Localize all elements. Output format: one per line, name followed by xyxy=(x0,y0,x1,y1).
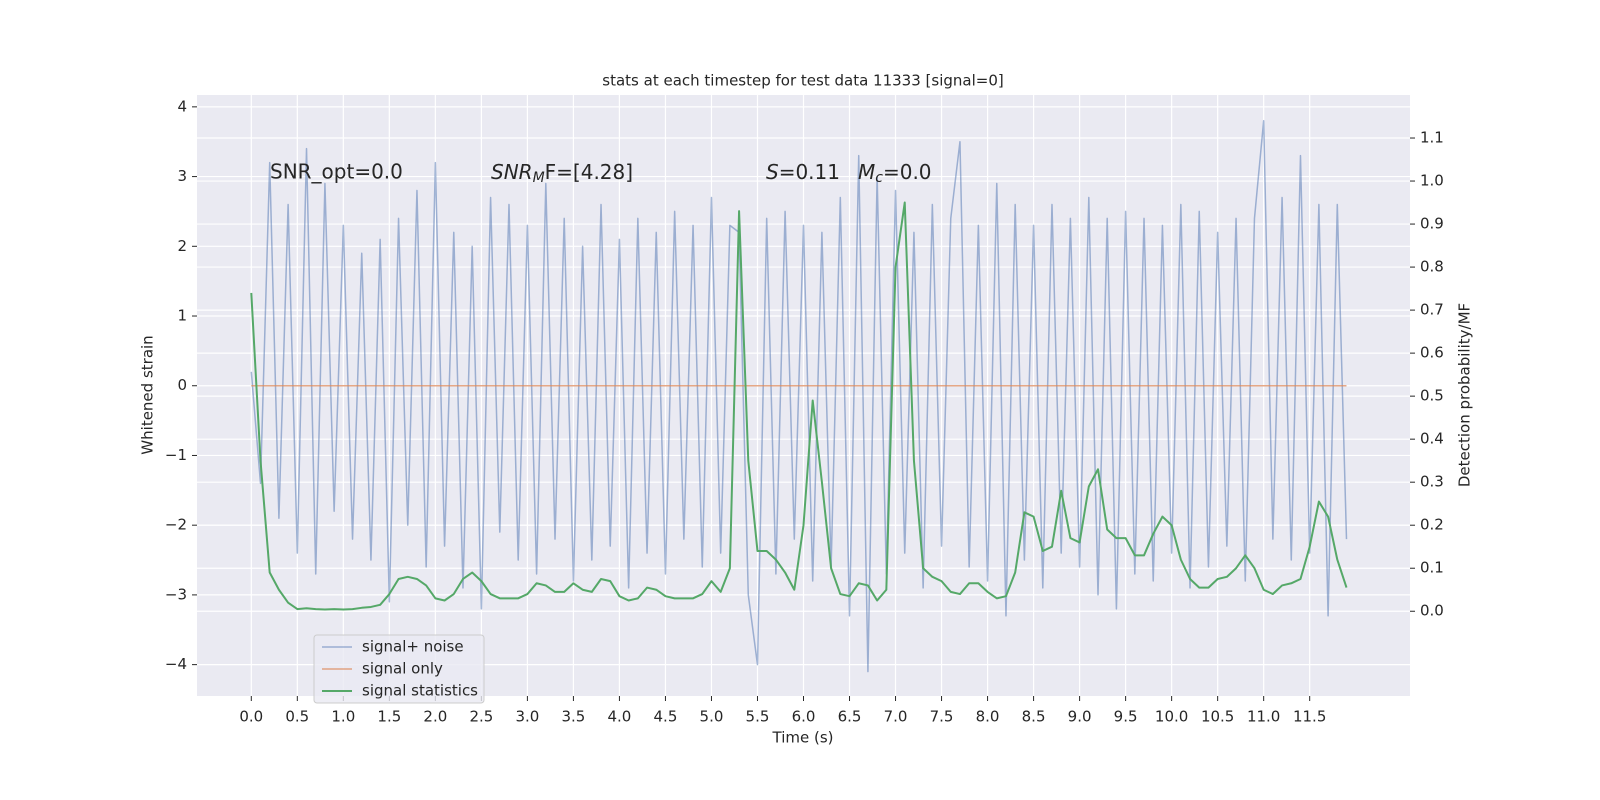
annotation-part: =0.0 xyxy=(883,160,932,184)
y-tick-label: 0 xyxy=(177,376,187,394)
x-tick-label: 6.5 xyxy=(838,708,862,726)
legend-label: signal statistics xyxy=(362,682,478,700)
y-tick-label: −4 xyxy=(165,655,187,673)
series-line xyxy=(250,120,1348,673)
x-tick-label: 5.0 xyxy=(700,708,724,726)
y2-tick-label: 0.5 xyxy=(1420,387,1444,405)
x-tick-label: 11.5 xyxy=(1293,708,1326,726)
x-tick-label: 7.0 xyxy=(884,708,908,726)
x-tick-label: 4.5 xyxy=(654,708,678,726)
x-tick-label: 5.5 xyxy=(746,708,770,726)
x-tick-label: 2.5 xyxy=(469,708,493,726)
x-tick-label: 1.5 xyxy=(377,708,401,726)
y-tick-label: 3 xyxy=(177,167,187,185)
y2-tick-label: 0.8 xyxy=(1420,258,1444,276)
annotation-part: M xyxy=(858,160,875,184)
annotation: SNR_opt=0.0 xyxy=(270,160,403,184)
x-axis-label: Time (s) xyxy=(772,729,834,747)
y-tick-label: 2 xyxy=(177,237,187,255)
annotation: S=0.11 xyxy=(766,160,840,184)
x-tick-label: 6.0 xyxy=(792,708,816,726)
y2-axis-label: Detection probability/MF xyxy=(1456,303,1474,487)
x-tick-label: 8.5 xyxy=(1022,708,1046,726)
y-tick-label: 1 xyxy=(177,307,187,325)
y-axis-label: Whitened strain xyxy=(139,335,157,454)
x-tick-label: 10.0 xyxy=(1155,708,1188,726)
x-tick-label: 4.0 xyxy=(608,708,632,726)
annotation: Mc=0.0 xyxy=(858,160,932,187)
annotation: SNRMF=[4.28] xyxy=(491,160,633,187)
legend-label: signal only xyxy=(362,660,443,678)
annotation-part: =0.11 xyxy=(779,160,840,184)
x-tick-label: 2.0 xyxy=(423,708,447,726)
y2-tick-label: 0.3 xyxy=(1420,473,1444,491)
x-tick-label: 1.0 xyxy=(331,708,355,726)
x-tick-label: 10.5 xyxy=(1201,708,1234,726)
y2-tick-label: 0.0 xyxy=(1420,602,1444,620)
annotation-part: c xyxy=(875,170,883,186)
y-tick-label: −2 xyxy=(165,516,187,534)
x-tick-label: 11.0 xyxy=(1247,708,1280,726)
annotation-part: SNR xyxy=(491,160,533,184)
y-tick-label: −1 xyxy=(165,446,187,464)
x-tick-label: 9.5 xyxy=(1114,708,1138,726)
x-tick-label: 9.0 xyxy=(1068,708,1092,726)
x-tick-label: 8.0 xyxy=(976,708,1000,726)
x-tick-label: 0.0 xyxy=(239,708,263,726)
legend-label: signal+ noise xyxy=(362,638,464,656)
overlay: SNR_opt=0.0 SNRMF=[4.28] S=0.11 Mc=0.0signa… xyxy=(270,160,932,704)
y2-tick-label: 1.0 xyxy=(1420,172,1444,190)
legend-box xyxy=(313,634,485,704)
series-line xyxy=(250,201,1348,611)
x-tick-label: 3.5 xyxy=(561,708,585,726)
y2-tick-label: 0.2 xyxy=(1420,516,1444,534)
y-tick-label: 4 xyxy=(177,97,187,115)
annotation-part: F=[4.28] xyxy=(545,160,633,184)
chart-title: stats at each timestep for test data 113… xyxy=(602,72,1003,90)
x-tick-label: 3.0 xyxy=(515,708,539,726)
x-tick-label: 0.5 xyxy=(285,708,309,726)
y2-tick-label: 0.4 xyxy=(1420,430,1444,448)
y2-tick-label: 0.6 xyxy=(1420,344,1444,362)
y2-tick-label: 0.1 xyxy=(1420,559,1444,577)
y2-tick-label: 0.9 xyxy=(1420,215,1444,233)
y-tick-label: −3 xyxy=(165,585,187,603)
annotation-part: S xyxy=(766,160,779,184)
annotation-part: M xyxy=(533,170,545,186)
marks xyxy=(250,120,1348,673)
y2-tick-label: 1.1 xyxy=(1420,129,1444,147)
y2-tick-label: 0.7 xyxy=(1420,301,1444,319)
x-tick-label: 7.5 xyxy=(930,708,954,726)
